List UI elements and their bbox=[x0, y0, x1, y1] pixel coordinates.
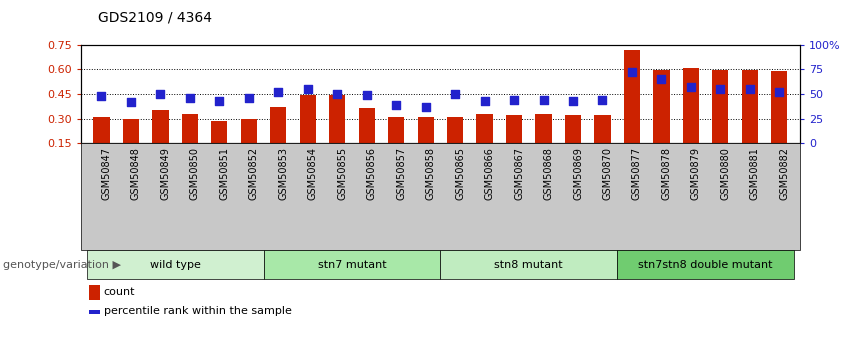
Bar bbox=[241, 119, 257, 143]
Point bbox=[773, 89, 786, 95]
Point bbox=[390, 102, 403, 108]
Text: GDS2109 / 4364: GDS2109 / 4364 bbox=[98, 10, 212, 24]
Point bbox=[154, 91, 168, 97]
Text: GSM50880: GSM50880 bbox=[720, 147, 730, 199]
Text: GSM50882: GSM50882 bbox=[780, 147, 790, 200]
Point bbox=[124, 99, 138, 105]
Point bbox=[507, 97, 521, 103]
Bar bbox=[123, 119, 139, 143]
Point bbox=[271, 89, 285, 95]
Text: GSM50879: GSM50879 bbox=[691, 147, 701, 200]
Point bbox=[330, 91, 344, 97]
Bar bbox=[271, 107, 287, 143]
Text: percentile rank within the sample: percentile rank within the sample bbox=[104, 306, 292, 315]
Point bbox=[360, 92, 374, 98]
Bar bbox=[358, 108, 374, 143]
Point bbox=[213, 98, 226, 104]
Bar bbox=[447, 117, 463, 143]
Point bbox=[743, 86, 757, 92]
Text: genotype/variation ▶: genotype/variation ▶ bbox=[3, 260, 121, 270]
Text: GSM50855: GSM50855 bbox=[337, 147, 347, 200]
Bar bbox=[418, 117, 434, 143]
Point bbox=[448, 91, 462, 97]
Text: stn7 mutant: stn7 mutant bbox=[317, 260, 386, 270]
Text: GSM50877: GSM50877 bbox=[632, 147, 642, 200]
Bar bbox=[300, 95, 316, 143]
Point bbox=[419, 104, 432, 110]
Bar bbox=[654, 70, 670, 143]
Point bbox=[654, 77, 668, 82]
Point bbox=[242, 95, 255, 101]
Bar bbox=[152, 110, 168, 143]
Text: GSM50881: GSM50881 bbox=[750, 147, 760, 199]
Text: stn8 mutant: stn8 mutant bbox=[494, 260, 563, 270]
Bar bbox=[535, 114, 551, 143]
Text: count: count bbox=[104, 287, 135, 297]
Text: GSM50853: GSM50853 bbox=[278, 147, 288, 200]
Bar bbox=[565, 115, 581, 143]
Point bbox=[477, 98, 491, 104]
Bar bbox=[211, 121, 227, 143]
Bar bbox=[182, 114, 198, 143]
Bar bbox=[594, 115, 610, 143]
Text: wild type: wild type bbox=[150, 260, 201, 270]
Point bbox=[183, 95, 197, 101]
Text: GSM50878: GSM50878 bbox=[661, 147, 671, 200]
Text: GSM50865: GSM50865 bbox=[455, 147, 465, 200]
Text: GSM50867: GSM50867 bbox=[514, 147, 524, 200]
Bar bbox=[624, 50, 640, 143]
Bar bbox=[771, 71, 787, 143]
Text: GSM50869: GSM50869 bbox=[573, 147, 583, 199]
Text: GSM50856: GSM50856 bbox=[367, 147, 377, 200]
Point bbox=[566, 98, 580, 104]
Bar bbox=[683, 68, 699, 143]
Text: GSM50857: GSM50857 bbox=[397, 147, 406, 200]
Point bbox=[713, 86, 727, 92]
Text: GSM50858: GSM50858 bbox=[426, 147, 436, 200]
Bar bbox=[329, 95, 346, 143]
Text: GSM50866: GSM50866 bbox=[484, 147, 494, 199]
Bar bbox=[506, 115, 523, 143]
Point bbox=[94, 93, 108, 99]
Bar bbox=[388, 117, 404, 143]
Bar bbox=[477, 114, 493, 143]
Text: stn7stn8 double mutant: stn7stn8 double mutant bbox=[638, 260, 773, 270]
Text: GSM50851: GSM50851 bbox=[220, 147, 230, 200]
Text: GSM50847: GSM50847 bbox=[101, 147, 111, 200]
Text: GSM50852: GSM50852 bbox=[248, 147, 259, 200]
Point bbox=[596, 97, 609, 103]
Bar bbox=[742, 70, 758, 143]
Text: GSM50848: GSM50848 bbox=[131, 147, 141, 199]
Text: GSM50870: GSM50870 bbox=[603, 147, 613, 200]
Text: GSM50849: GSM50849 bbox=[161, 147, 170, 199]
Text: GSM50854: GSM50854 bbox=[308, 147, 317, 200]
Point bbox=[684, 85, 698, 90]
Point bbox=[625, 70, 639, 75]
Text: GSM50868: GSM50868 bbox=[544, 147, 553, 199]
Bar bbox=[94, 117, 110, 143]
Point bbox=[537, 97, 551, 103]
Bar bbox=[712, 70, 728, 143]
Text: GSM50850: GSM50850 bbox=[190, 147, 200, 200]
Point bbox=[301, 86, 315, 92]
